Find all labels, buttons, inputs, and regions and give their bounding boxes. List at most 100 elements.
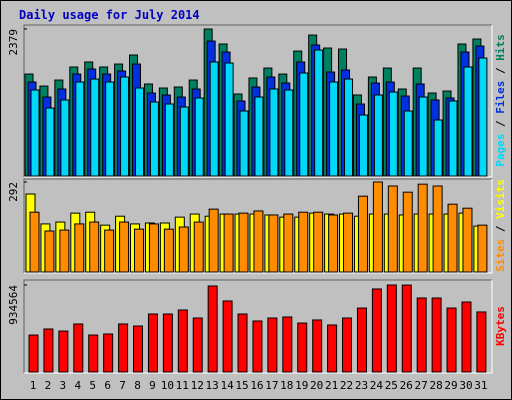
bar bbox=[357, 195, 368, 273]
x-tick-label: 28 bbox=[429, 379, 442, 392]
bar bbox=[282, 316, 293, 373]
bar bbox=[416, 297, 427, 373]
panel-border bbox=[23, 178, 492, 273]
x-tick-label: 8 bbox=[134, 379, 141, 392]
x-tick-label: 19 bbox=[295, 379, 308, 392]
bar bbox=[463, 66, 473, 177]
bar bbox=[239, 110, 249, 177]
bar bbox=[356, 307, 367, 373]
bar bbox=[418, 96, 428, 177]
x-tick-label: 16 bbox=[250, 379, 263, 392]
bar bbox=[343, 212, 354, 273]
bar bbox=[447, 203, 458, 273]
bar bbox=[373, 94, 383, 177]
x-tick-label: 18 bbox=[280, 379, 293, 392]
bar bbox=[254, 96, 264, 177]
bar bbox=[59, 229, 70, 273]
x-tick-label: 11 bbox=[176, 379, 189, 392]
bar bbox=[253, 210, 264, 273]
legend: KBytes bbox=[494, 306, 507, 346]
x-tick-label: 13 bbox=[206, 379, 219, 392]
bar bbox=[267, 317, 278, 373]
panel-border bbox=[24, 25, 493, 178]
bar bbox=[60, 99, 70, 177]
x-tick-label: 21 bbox=[325, 379, 338, 392]
panel-border bbox=[24, 280, 493, 374]
bar bbox=[283, 213, 294, 273]
bar bbox=[268, 214, 279, 273]
y-tick-label: 292 bbox=[7, 182, 20, 202]
bar bbox=[43, 328, 54, 373]
bar bbox=[223, 213, 234, 273]
bar bbox=[28, 334, 39, 373]
legend: Sites / Visits bbox=[494, 179, 507, 272]
legend-entry: KBytes bbox=[494, 306, 507, 346]
bar bbox=[238, 212, 249, 273]
x-tick-label: 29 bbox=[444, 379, 457, 392]
x-tick-label: 26 bbox=[400, 379, 413, 392]
bar bbox=[90, 78, 100, 177]
x-tick-label: 27 bbox=[415, 379, 428, 392]
x-tick-label: 4 bbox=[74, 379, 81, 392]
bar bbox=[147, 313, 158, 373]
bar bbox=[29, 211, 40, 273]
bar bbox=[477, 224, 488, 273]
x-tick-label: 1 bbox=[30, 379, 37, 392]
x-tick-label: 5 bbox=[89, 379, 96, 392]
legend: Pages / Files / Hits bbox=[494, 34, 507, 167]
x-tick-label: 17 bbox=[265, 379, 278, 392]
x-tick-label: 15 bbox=[235, 379, 248, 392]
bar bbox=[119, 221, 130, 273]
bar bbox=[371, 288, 382, 373]
bar bbox=[342, 317, 353, 373]
bar bbox=[105, 81, 115, 177]
bar bbox=[252, 320, 263, 373]
legend-entry: Visits bbox=[494, 179, 507, 219]
legend-entry: Pages bbox=[494, 134, 507, 167]
bar bbox=[193, 221, 204, 273]
bar bbox=[208, 208, 219, 273]
x-tick-label: 7 bbox=[119, 379, 126, 392]
chart-title: Daily usage for July 2014 bbox=[19, 8, 200, 22]
bar bbox=[224, 62, 234, 177]
legend-separator: / bbox=[494, 114, 507, 134]
bar bbox=[75, 81, 85, 177]
bar bbox=[88, 334, 99, 373]
bar bbox=[162, 313, 173, 373]
bar bbox=[298, 211, 309, 273]
bar bbox=[387, 185, 398, 273]
bar bbox=[314, 49, 324, 177]
panel-border bbox=[24, 179, 493, 274]
legend-entry: Files bbox=[494, 81, 507, 114]
bar bbox=[89, 221, 100, 273]
legend-entry: Hits bbox=[494, 34, 507, 61]
x-tick-label: 30 bbox=[459, 379, 472, 392]
bar bbox=[313, 211, 324, 273]
bar bbox=[134, 228, 145, 273]
x-tick-label: 22 bbox=[340, 379, 353, 392]
bar bbox=[433, 119, 443, 177]
bar bbox=[209, 61, 219, 177]
bar bbox=[431, 297, 442, 373]
x-tick-label: 23 bbox=[355, 379, 368, 392]
bar bbox=[163, 228, 174, 273]
bar bbox=[103, 333, 114, 373]
x-tick-label: 10 bbox=[161, 379, 174, 392]
x-tick-label: 9 bbox=[149, 379, 156, 392]
bar bbox=[327, 324, 338, 373]
bar bbox=[402, 191, 413, 273]
bar bbox=[284, 89, 294, 177]
bar bbox=[194, 97, 204, 177]
bar bbox=[269, 88, 279, 177]
bar bbox=[222, 300, 233, 373]
bar bbox=[386, 284, 397, 373]
bar bbox=[461, 301, 472, 373]
panel-border bbox=[23, 279, 492, 373]
y-tick-label: 2379 bbox=[7, 29, 20, 56]
y-tick-label: 934564 bbox=[7, 285, 20, 325]
x-tick-label: 20 bbox=[310, 379, 323, 392]
bar bbox=[73, 323, 84, 373]
bar bbox=[44, 230, 55, 273]
bar bbox=[297, 322, 308, 373]
